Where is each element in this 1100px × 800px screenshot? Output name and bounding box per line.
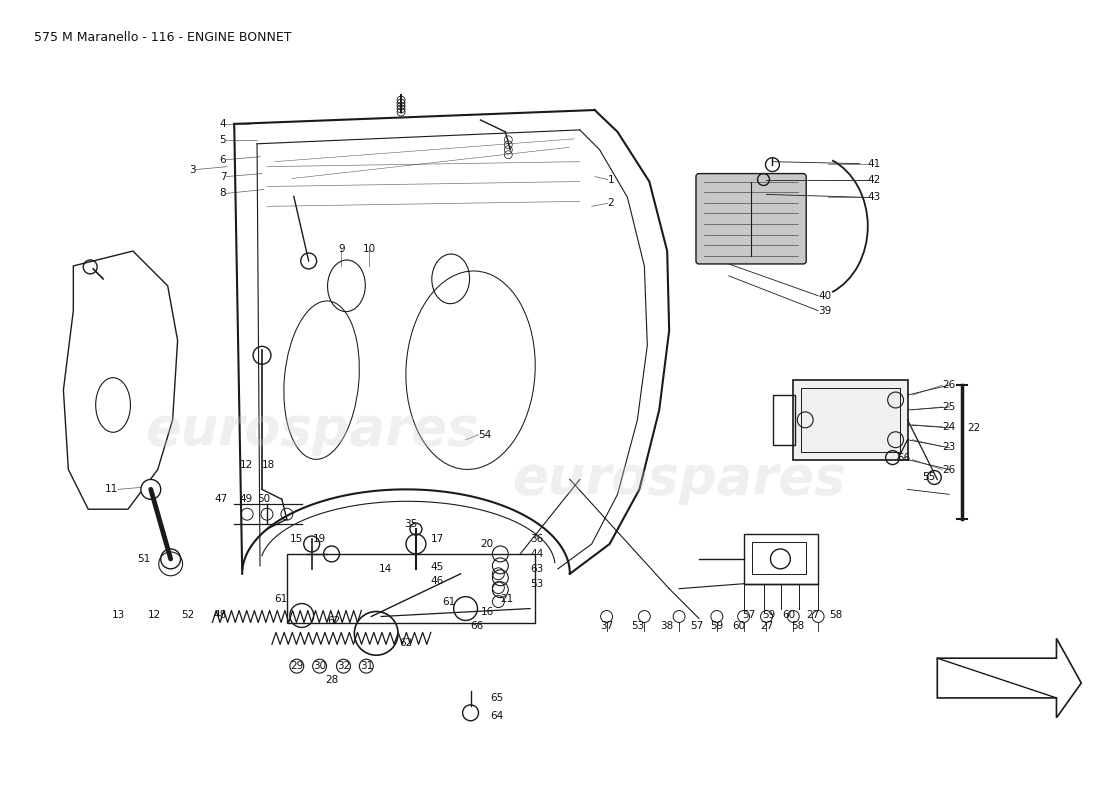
Text: 43: 43: [868, 193, 881, 202]
Text: 4: 4: [220, 119, 227, 129]
Text: 42: 42: [868, 174, 881, 185]
Text: 12: 12: [240, 459, 253, 470]
Text: 19: 19: [314, 534, 327, 544]
Text: 55: 55: [923, 473, 936, 482]
Text: 61: 61: [442, 597, 455, 606]
Text: 31: 31: [360, 661, 373, 671]
Text: 53: 53: [530, 578, 543, 589]
Text: 44: 44: [530, 549, 543, 559]
Text: 18: 18: [262, 459, 275, 470]
Text: 60: 60: [733, 622, 745, 631]
Text: 25: 25: [943, 402, 956, 412]
Text: 40: 40: [818, 290, 832, 301]
Text: 62: 62: [327, 617, 340, 626]
Text: 49: 49: [240, 494, 253, 504]
Text: 27: 27: [760, 622, 773, 631]
Text: 12: 12: [148, 610, 162, 621]
Text: 47: 47: [214, 494, 228, 504]
Text: 52: 52: [180, 610, 195, 621]
Text: 21: 21: [500, 594, 514, 604]
Text: eurospares: eurospares: [513, 454, 846, 506]
Text: 61: 61: [275, 594, 288, 604]
Text: 9: 9: [338, 244, 344, 254]
Text: 5: 5: [220, 135, 227, 145]
Text: 60: 60: [782, 610, 795, 619]
Text: 23: 23: [943, 442, 956, 452]
Circle shape: [141, 479, 161, 499]
Text: 54: 54: [478, 430, 492, 440]
Text: 66: 66: [471, 622, 484, 631]
Text: 16: 16: [481, 606, 494, 617]
Circle shape: [161, 549, 180, 569]
Text: 53: 53: [630, 622, 644, 631]
Text: 59: 59: [711, 622, 724, 631]
Text: 26: 26: [943, 380, 956, 390]
FancyBboxPatch shape: [696, 174, 806, 264]
Text: 48: 48: [213, 610, 227, 621]
Text: 57: 57: [742, 610, 756, 619]
Text: 41: 41: [868, 158, 881, 169]
Text: 64: 64: [491, 710, 504, 721]
Text: 36: 36: [530, 534, 543, 544]
Text: 58: 58: [829, 610, 843, 619]
Text: 46: 46: [431, 576, 444, 586]
Text: 13: 13: [111, 610, 124, 621]
Text: 1: 1: [607, 174, 614, 185]
Text: 38: 38: [661, 622, 674, 631]
Text: 30: 30: [314, 661, 327, 671]
Text: 14: 14: [379, 564, 393, 574]
Text: eurospares: eurospares: [145, 404, 478, 456]
Text: 59: 59: [762, 610, 776, 619]
Text: 56: 56: [898, 453, 911, 462]
Text: 3: 3: [189, 165, 196, 174]
Text: 26: 26: [943, 465, 956, 474]
Text: 50: 50: [257, 494, 271, 504]
Text: 35: 35: [404, 519, 417, 529]
Text: 28: 28: [324, 675, 338, 685]
Text: 20: 20: [481, 539, 494, 549]
Text: 39: 39: [818, 306, 832, 316]
Text: 8: 8: [220, 189, 227, 198]
Text: 7: 7: [220, 171, 227, 182]
Text: 2: 2: [607, 198, 614, 208]
Text: 22: 22: [967, 423, 980, 433]
Text: 45: 45: [431, 562, 444, 572]
Text: 29: 29: [290, 661, 304, 671]
Text: 51: 51: [138, 554, 151, 564]
Text: 62: 62: [399, 638, 412, 648]
Text: 17: 17: [431, 534, 444, 544]
Text: 37: 37: [600, 622, 613, 631]
Text: 575 M Maranello - 116 - ENGINE BONNET: 575 M Maranello - 116 - ENGINE BONNET: [34, 30, 292, 43]
Text: 65: 65: [491, 693, 504, 703]
Text: 63: 63: [530, 564, 543, 574]
Text: 57: 57: [691, 622, 704, 631]
FancyBboxPatch shape: [793, 380, 908, 459]
Text: 6: 6: [220, 154, 227, 165]
Text: 10: 10: [363, 244, 376, 254]
Text: 58: 58: [792, 622, 805, 631]
Text: 11: 11: [104, 484, 118, 494]
Text: 27: 27: [806, 610, 820, 619]
Text: 15: 15: [290, 534, 304, 544]
Text: 24: 24: [943, 422, 956, 432]
Text: 32: 32: [337, 661, 350, 671]
